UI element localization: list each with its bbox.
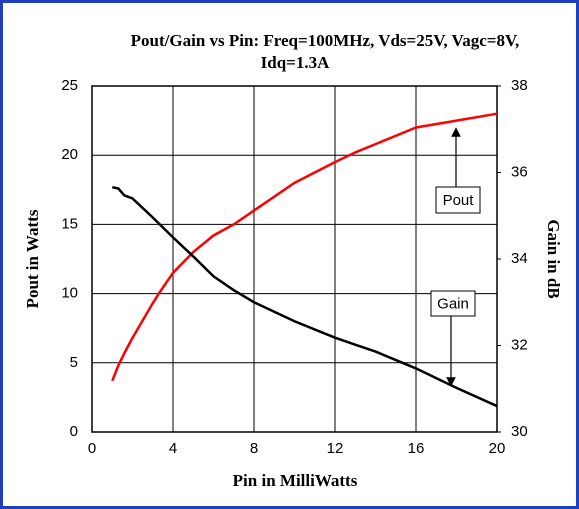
line-series	[111, 185, 498, 408]
annotation-box	[430, 290, 476, 317]
x-tick-label: 20	[489, 440, 506, 457]
plot-border	[91, 85, 498, 433]
y-tick-label: 25	[61, 77, 78, 94]
y-tick-label: 15	[61, 215, 78, 232]
y2-axis-label: Gain in dB	[544, 219, 563, 298]
annotation: Pout	[443, 192, 475, 209]
y-tick-label: 5	[70, 354, 78, 371]
y2-tick-label: 32	[511, 336, 528, 353]
chart-title: Pout/Gain vs Pin: Freq=100MHz, Vds=25V, …	[131, 31, 520, 50]
x-tick-label: 0	[88, 440, 96, 457]
x-axis-label: Pin in MilliWatts	[233, 471, 358, 490]
annotation: Gain	[437, 295, 469, 312]
x-tick-label: 12	[327, 440, 344, 457]
y-tick-label: 10	[61, 285, 78, 302]
x-tick-label: 16	[408, 440, 425, 457]
x-tick-label: 8	[250, 440, 258, 457]
y-tick-label: 0	[70, 423, 78, 440]
y-axis-label: Pout in Watts	[23, 209, 42, 308]
line-series	[111, 112, 498, 382]
chart-title: Idq=1.3A	[261, 53, 330, 72]
y2-tick-label: 36	[511, 163, 528, 180]
y-tick-label: 20	[61, 146, 78, 163]
y2-tick-label: 38	[511, 77, 528, 94]
x-tick-label: 4	[169, 440, 177, 457]
y2-tick-label: 30	[511, 423, 528, 440]
annotation-box	[435, 186, 481, 214]
y2-tick-label: 34	[511, 250, 528, 267]
